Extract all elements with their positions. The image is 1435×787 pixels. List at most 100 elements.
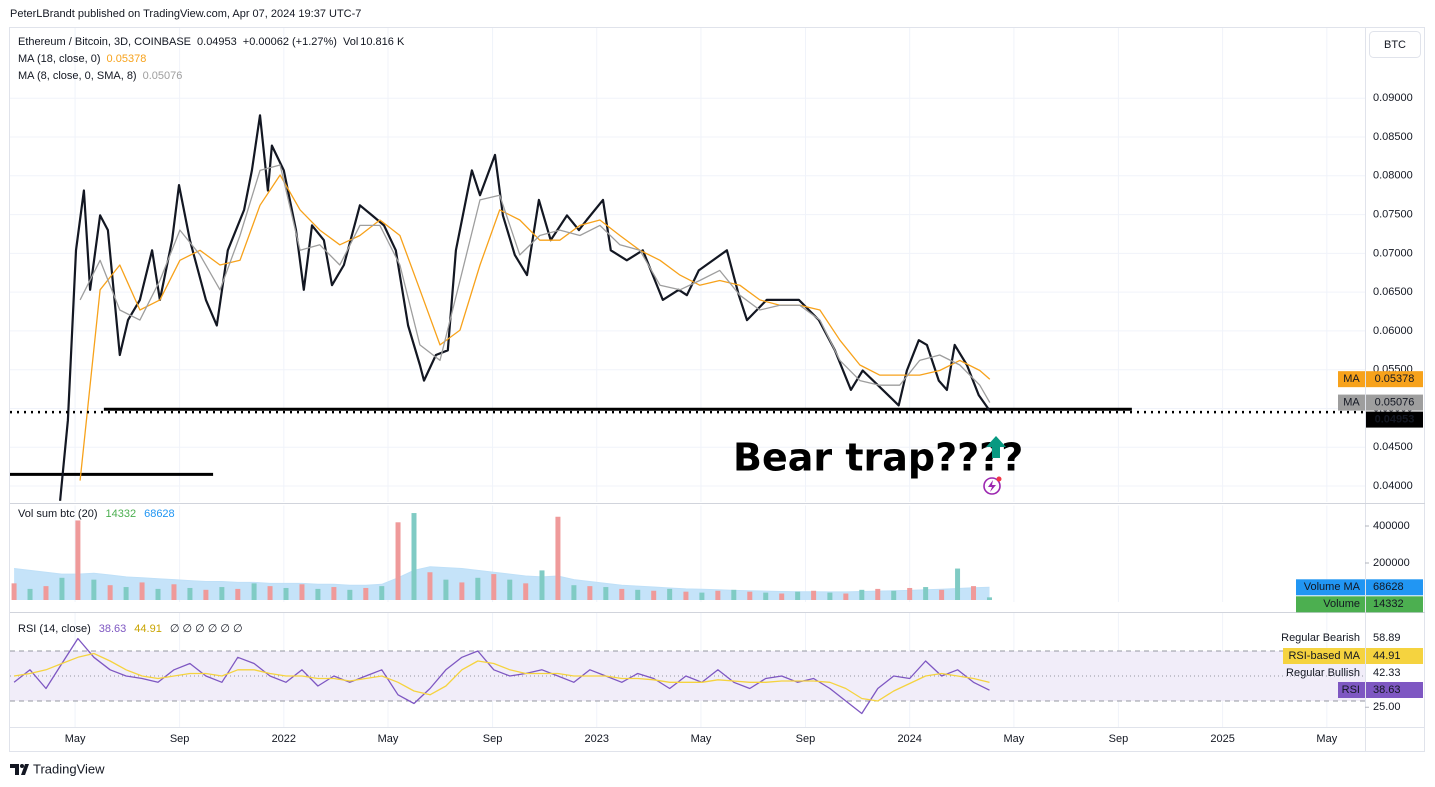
volume-label: Vol <box>343 36 358 48</box>
pane-label-name: RSI <box>1342 684 1360 696</box>
y-tick-label: 0.07500 <box>1373 208 1413 220</box>
volume-bar <box>763 592 769 600</box>
price-badge-label: 0.04953 <box>1375 413 1415 425</box>
x-tick-label: May <box>1003 733 1024 745</box>
volume-bar <box>411 513 417 600</box>
volume-bar <box>219 587 225 600</box>
volume-bar <box>651 590 657 600</box>
price-badge <box>1366 371 1423 388</box>
volume-bar <box>443 579 449 600</box>
pane-label-value: 14332 <box>1373 598 1404 610</box>
rsi-placeholders: ∅ ∅ ∅ ∅ ∅ ∅ <box>170 623 243 635</box>
pane-label-name: Volume MA <box>1304 581 1361 593</box>
footer-brand: TradingView <box>33 761 105 776</box>
series-line <box>79 164 991 403</box>
volume-bar <box>635 589 641 600</box>
y-tick-label: 0.04500 <box>1373 441 1413 453</box>
volume-bar <box>347 589 353 600</box>
volume-bar <box>11 583 17 600</box>
volume-bar <box>971 586 977 600</box>
volume-bar <box>587 586 593 600</box>
annotation: Bear trap???? <box>733 436 1023 480</box>
pane <box>10 637 1365 715</box>
volume-bar <box>75 520 81 600</box>
volume-bar <box>667 588 673 600</box>
x-tick-label: 2023 <box>585 733 609 745</box>
x-tick-label: May <box>691 733 712 745</box>
pane <box>11 513 992 600</box>
price-badge-label: 0.05076 <box>1375 396 1415 408</box>
pane-label-name: Regular Bullish <box>1286 667 1360 679</box>
last-price: 0.04953 <box>197 36 237 48</box>
volume-bar <box>283 587 289 600</box>
label-box <box>1283 648 1365 664</box>
y-tick-label: 0.07000 <box>1373 247 1413 259</box>
volume-bar <box>251 583 257 600</box>
volume-bar <box>747 591 753 600</box>
x-tick-label: 2022 <box>272 733 296 745</box>
volume-bar <box>379 586 385 600</box>
volume-bar <box>523 583 529 600</box>
x-tick-label: Sep <box>483 733 503 745</box>
volume-bar <box>827 592 833 600</box>
y-tick-label: 0.08000 <box>1373 170 1413 182</box>
price-badge <box>1366 411 1423 428</box>
tradingview-logo: TradingView <box>10 761 105 776</box>
currency-button[interactable]: BTC <box>1369 31 1421 58</box>
volume-bar <box>986 597 992 600</box>
series-line <box>13 652 990 702</box>
x-tick-label: Sep <box>170 733 190 745</box>
volume-bar <box>699 592 705 600</box>
volume-bar <box>139 582 145 600</box>
x-tick-label: 2024 <box>897 733 921 745</box>
label-box <box>1296 596 1365 613</box>
volume-bar <box>603 587 609 600</box>
y-tick-label: 400000 <box>1373 520 1410 532</box>
pane-label-value: 42.33 <box>1373 667 1401 679</box>
volume-bar <box>91 579 97 600</box>
value-box <box>1366 648 1423 664</box>
rsi-legend: RSI (14, close) 38.63 44.91 ∅ ∅ ∅ ∅ ∅ ∅ <box>18 623 243 635</box>
value-box <box>1366 579 1423 596</box>
volume-bar <box>539 570 545 600</box>
volume-bar <box>187 587 193 600</box>
pane-label-name: RSI-based MA <box>1288 650 1360 662</box>
volume-bar <box>715 590 721 600</box>
volume-bar <box>923 587 929 600</box>
volume-bar <box>155 588 161 600</box>
badge-tag <box>1338 394 1365 411</box>
volume-bar <box>331 587 337 600</box>
volume-bar <box>811 590 817 600</box>
x-tick-label: Sep <box>1109 733 1129 745</box>
ma18-name: MA (18, close, 0) <box>18 53 101 65</box>
volume-bar <box>459 582 465 600</box>
x-tick-label: May <box>1316 733 1337 745</box>
price-badge <box>1366 394 1423 411</box>
pane-label-value: 44.91 <box>1373 650 1401 662</box>
pane-label-name: Regular Bearish <box>1281 632 1360 644</box>
badge-tag-label: MA <box>1343 396 1360 408</box>
volume-ma-last: 68628 <box>144 508 175 520</box>
volume-title: Vol sum btc (20) <box>18 508 97 520</box>
rsi-title: RSI (14, close) <box>18 623 91 635</box>
x-tick-label: May <box>378 733 399 745</box>
volume-bar <box>475 577 481 600</box>
currency-label[interactable]: BTC <box>1384 39 1406 51</box>
volume-bar <box>779 593 785 600</box>
ma8-value: 0.05076 <box>143 70 183 82</box>
volume-bar <box>267 586 273 600</box>
badge-tag-label: MA <box>1343 373 1360 385</box>
volume-bar <box>427 572 433 600</box>
volume-bar <box>395 522 401 600</box>
label-box <box>1338 682 1365 698</box>
pane-label-value: 58.89 <box>1373 632 1401 644</box>
volume-bar <box>299 584 305 600</box>
volume-bar <box>123 587 129 600</box>
value-box <box>1366 596 1423 613</box>
ma18-value: 0.05378 <box>107 53 147 65</box>
volume-bar <box>859 589 865 600</box>
pane-label-value: 38.63 <box>1373 684 1401 696</box>
label-box <box>1296 579 1365 596</box>
